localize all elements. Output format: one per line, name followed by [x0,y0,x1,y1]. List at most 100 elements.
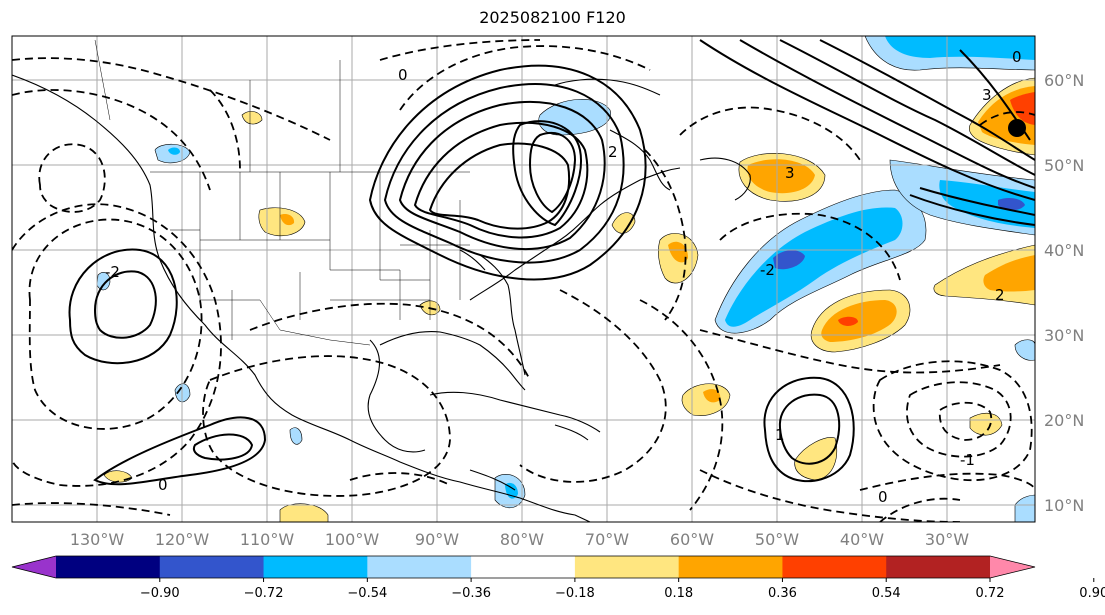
contour-jet-7 [528,132,577,214]
contour-west-low-2 [93,270,157,339]
contour-tropical-1 [763,376,855,483]
contour-dashed-12 [938,401,993,441]
colorbar-segment [367,556,472,578]
contour-label-zero-south: 0 [878,488,888,506]
lat-label-20: 20°N [1044,411,1084,430]
colorbar-tick-label: −0.54 [347,586,387,601]
colorbar-tick-label: −0.18 [555,586,595,601]
contour-label-west-low: -2 [105,263,120,281]
anomaly-orange-caribbean [703,389,721,403]
lat-label-30: 30°N [1044,326,1084,345]
colorbar-segment [678,556,783,578]
political-borders [94,39,470,346]
contour-dashed-6 [202,355,451,497]
lon-label-60w: 60°W [670,530,714,549]
contour-ne-jet-4 [819,39,1035,161]
colorbar-arrow-low [12,556,56,578]
anomaly-blue-band-mid [725,207,903,327]
longitude-labels: 130°W 120°W 110°W 100°W 90°W 80°W 70°W 6… [70,530,969,549]
contour-ne-jet-3 [779,39,1035,176]
lat-label-50: 50°N [1044,156,1084,175]
contour-dashed-16 [699,469,961,522]
lon-label-110w: 110°W [240,530,295,549]
contour-label-zero-north: 0 [398,66,408,84]
anomaly-yellow-rockies [258,207,306,237]
contour-dashed-3 [38,143,106,213]
anomaly-yellow-southeast-atlantic [969,412,1003,436]
contour-dashed-19 [379,39,541,61]
contour-dashed-5 [28,218,203,430]
contour-dashed-8 [519,289,667,483]
anomaly-red-central-atlantic [838,316,858,326]
contour-ne-jet-5 [919,187,1035,216]
dashed-contours [12,39,1035,522]
contour-dashed-7 [249,302,531,381]
lon-label-130w: 130°W [70,530,125,549]
contour-jet-6 [512,120,582,227]
contour-south-pacific-2 [192,433,254,461]
contour-dashed-13 [679,106,861,161]
contour-ne-jet-2 [739,39,1035,189]
contour-dashed-9 [639,299,724,511]
lat-label-10: 10°N [1044,496,1084,515]
colorbar-tick-label: 0.18 [664,586,693,601]
lon-label-70w: 70°W [585,530,629,549]
lon-label-80w: 80°W [500,530,544,549]
contour-label-east-zero: 0 [1012,48,1022,66]
low-center-marker [1008,119,1026,137]
contour-tropical-2 [778,393,841,465]
anomaly-blue-northeast-core [885,36,1035,60]
anomaly-blue-corner [1014,494,1035,522]
lat-label-40: 40°N [1044,241,1084,260]
contour-dashed-24 [879,497,961,522]
contour-dashed-17 [859,472,1035,491]
contour-label-east-two: 2 [995,286,1005,304]
contour-label-north-ridge: 2 [608,143,618,161]
anomaly-orange-rockies [280,213,295,226]
lon-label-90w: 90°W [415,530,459,549]
lon-label-50w: 50°W [755,530,799,549]
contour-dashed-14 [719,212,901,281]
colorbar-segment [471,556,576,578]
contour-lines [68,39,1035,486]
anomaly-orange-newfoundland [747,159,815,194]
anomaly-yellow-tropical [794,437,838,481]
anomaly-orange-atlantic [668,241,688,263]
colorbar: −0.90 −0.72 −0.54 −0.36 −0.18 0.18 0.36 0.54 0.7… [11,555,1105,601]
contour-dashed-10 [872,360,1033,482]
anomaly-blue-southeast [1014,339,1035,361]
contour-dashed-25 [979,111,1035,126]
contour-ne-jet-1 [699,39,1035,201]
colorbar-tick-label: −0.90 [140,586,180,601]
colorbar-segment [159,556,265,578]
anomaly-red-top-east [1010,92,1035,125]
contour-label-trough-a: -2 [760,261,775,279]
contour-dashed-22 [12,502,171,516]
colorbar-arrow-high [990,556,1035,578]
contour-dashed-23 [349,472,451,486]
colorbar-tick-label: −0.72 [244,586,284,601]
contour-label-negative-one: -1 [960,451,975,469]
colorbar-outline [11,555,1036,579]
contour-jet-2 [383,83,625,264]
contour-dashed-20 [644,149,687,321]
contour-south-pacific-1 [93,416,267,486]
contour-label-jet-core: 3 [785,164,795,182]
colorbar-segment [263,556,368,578]
anomaly-yellow-mexico-south [279,503,329,522]
anomaly-blue-bc-core [168,147,180,155]
contour-dashed-15 [699,329,1001,374]
colorbar-segment [886,556,991,578]
contour-dashed-21 [209,89,241,171]
contour-dashed-11 [906,381,1012,458]
contour-dashed-4 [12,203,222,487]
contour-jet-3 [398,101,606,251]
anomaly-orange-far-east [983,255,1035,292]
contour-jet-4 [413,121,589,239]
lon-label-40w: 40°W [840,530,884,549]
colorbar-tick-label: 0.54 [872,586,901,601]
colorbar-segment [56,556,161,578]
anomaly-blue-mexico [289,427,303,445]
anomaly-blue-band-core [773,250,805,270]
